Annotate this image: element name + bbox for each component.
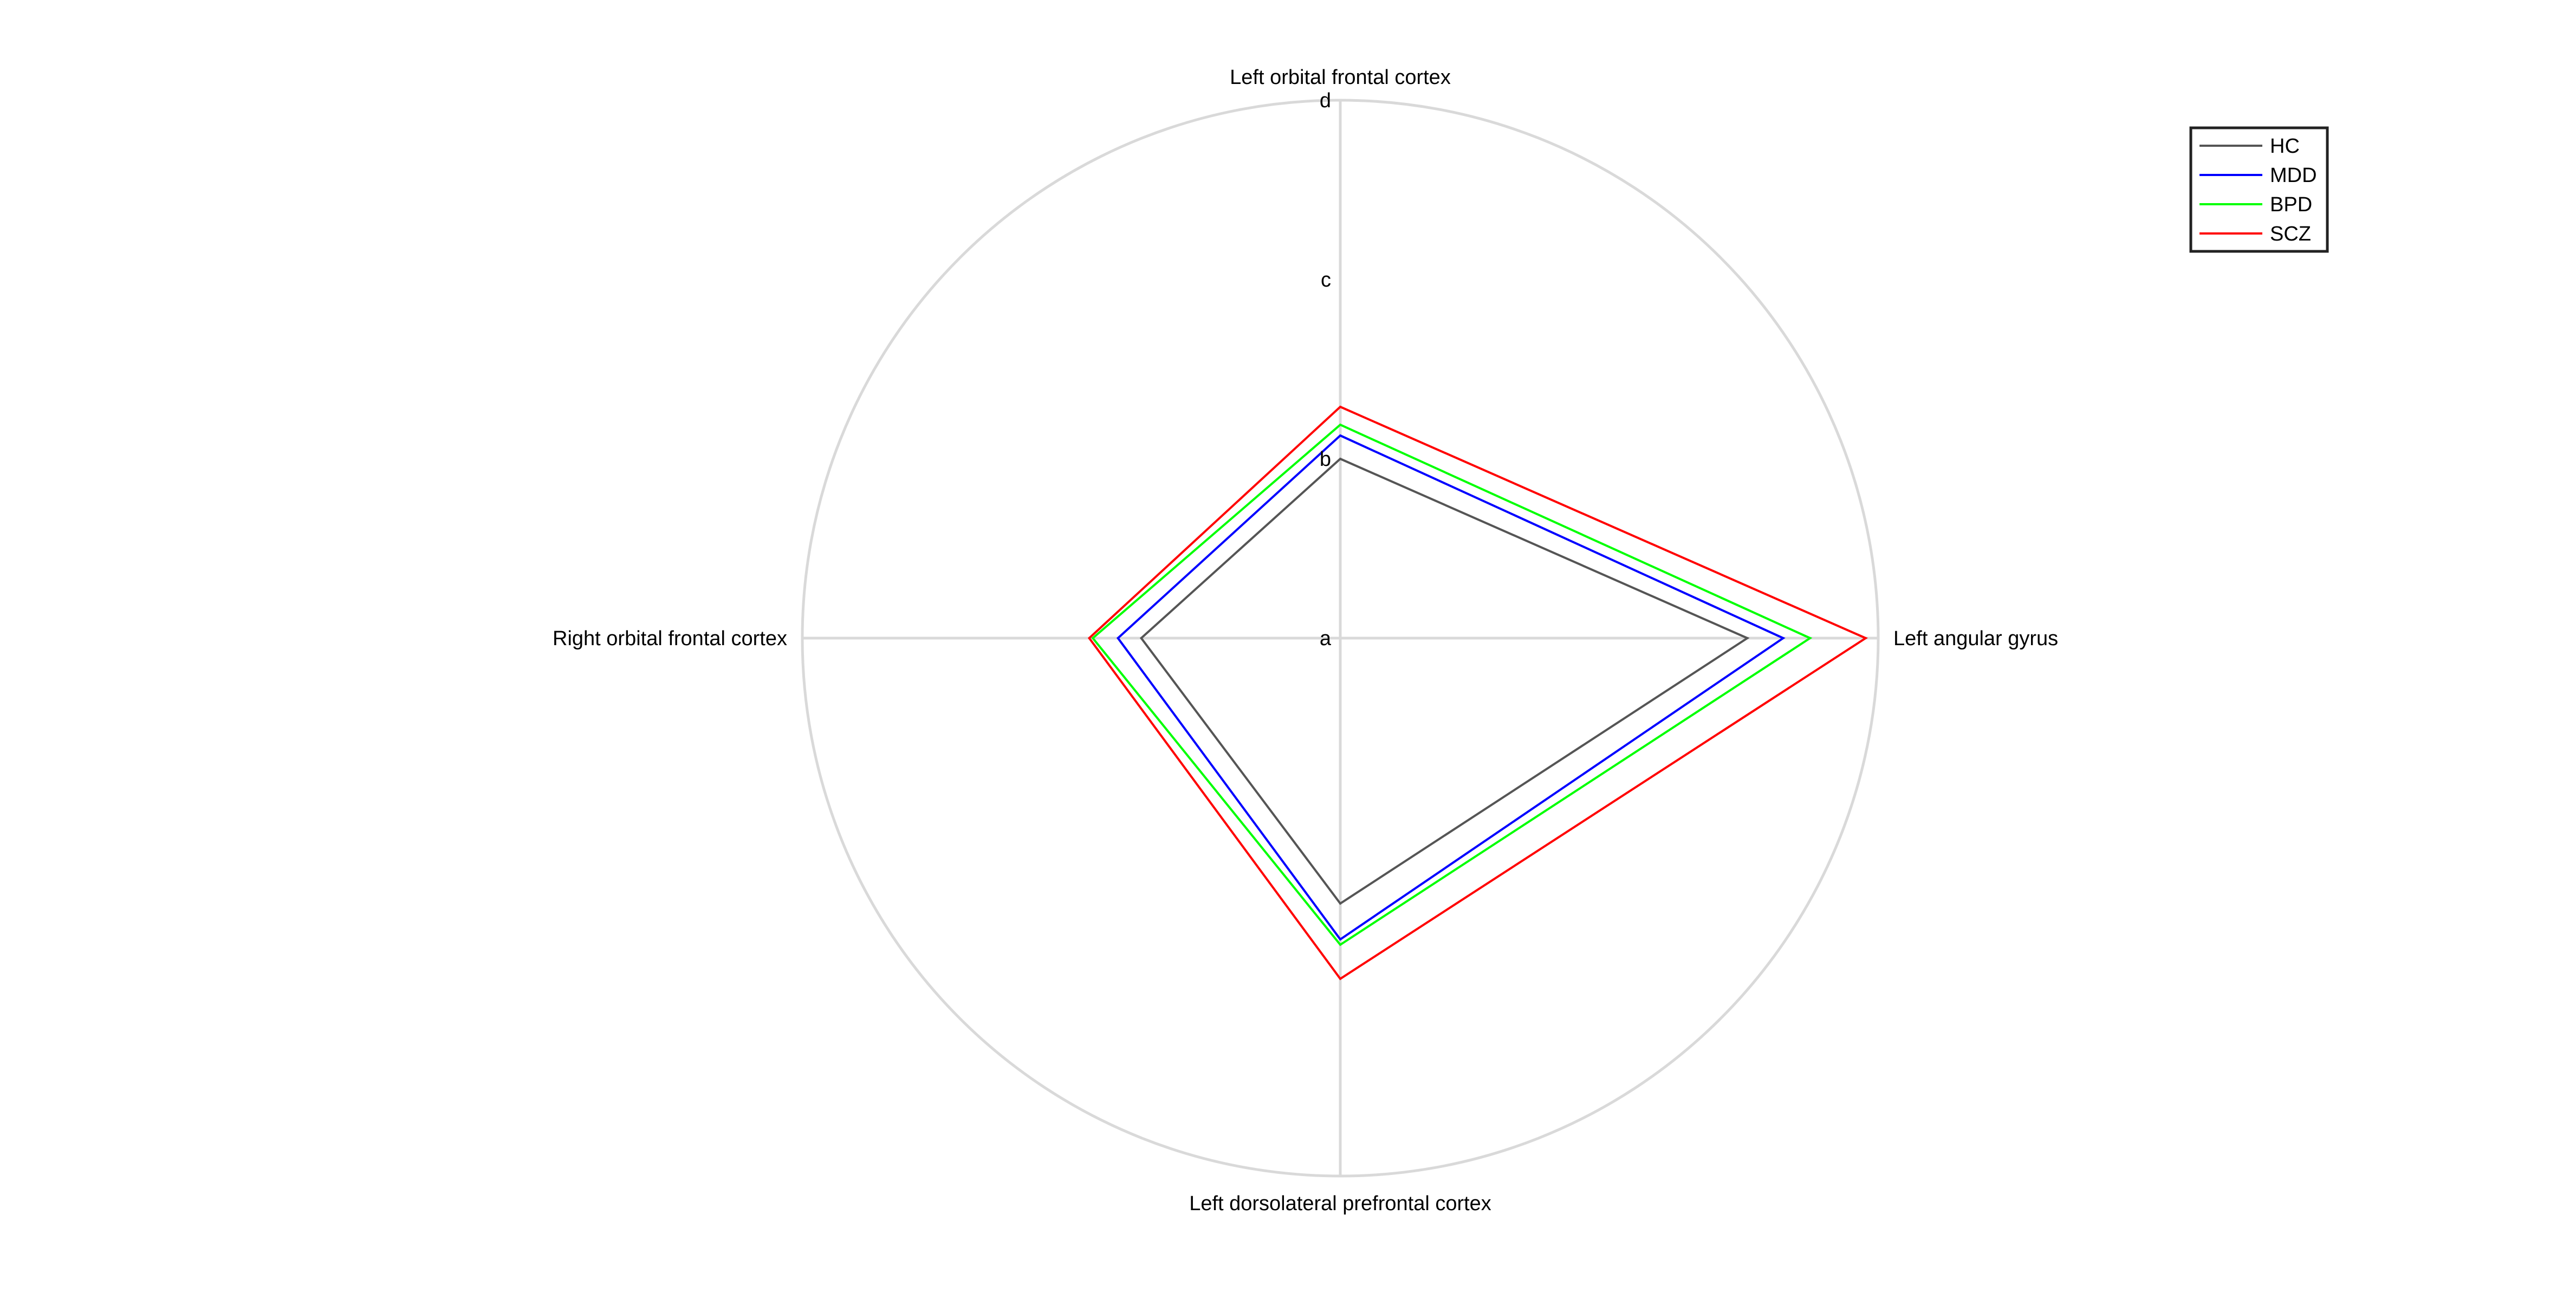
legend-label: SCZ [2270, 223, 2311, 245]
radial-tick-label: d [1320, 89, 1331, 112]
legend-label: HC [2270, 135, 2300, 158]
axis-label: Left dorsolateral prefrontal cortex [1189, 1192, 1491, 1215]
radial-tick-label: c [1321, 269, 1331, 291]
legend-box [2189, 126, 2329, 253]
series-line-mdd [1116, 434, 1786, 941]
radar-series [1087, 405, 1868, 980]
legend-label: MDD [2270, 164, 2317, 187]
radial-tick-label: b [1320, 448, 1331, 471]
series-line-hc [1139, 457, 1750, 905]
radial-tick-label: a [1320, 627, 1332, 650]
axis-label: Left orbital frontal cortex [1230, 66, 1451, 89]
radar-grid [801, 99, 1880, 1178]
axis-label: Right orbital frontal cortex [553, 627, 787, 650]
chart-legend: HC MDD BPD SCZ [2189, 126, 2329, 253]
legend-label: BPD [2270, 193, 2312, 216]
series-line-bpd [1091, 423, 1813, 946]
axis-label: Left angular gyrus [1893, 627, 2058, 650]
series-line-scz [1087, 405, 1868, 980]
